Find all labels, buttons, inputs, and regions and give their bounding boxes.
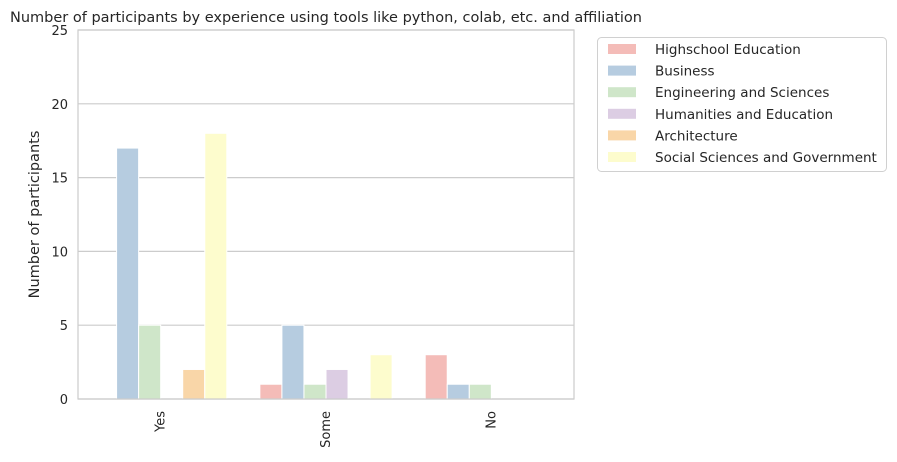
legend-label: Engineering and Sciences	[655, 85, 829, 101]
bar	[182, 368, 206, 400]
legend-swatch	[608, 152, 636, 162]
plot-area	[77, 29, 575, 400]
legend-label: Humanities and Education	[655, 107, 833, 123]
bar	[424, 354, 448, 400]
plot-frame	[77, 29, 575, 400]
chart-title: Number of participants by experience usi…	[10, 10, 642, 26]
legend-label: Architecture	[655, 128, 738, 144]
legend-swatch	[608, 44, 636, 54]
legend-swatch	[608, 108, 636, 119]
y-tick-label: 15	[51, 172, 68, 187]
y-tick-labels: 0 5 10 15 20 25	[51, 24, 68, 408]
bar	[468, 383, 492, 400]
y-axis-label: Number of participants	[27, 131, 43, 299]
legend-box	[597, 37, 887, 172]
y-tick-label: 25	[51, 24, 68, 39]
bars	[116, 132, 492, 400]
legend-label: Social Sciences and Government	[655, 150, 877, 166]
legend-swatch	[608, 130, 636, 141]
bar	[204, 132, 228, 400]
bar	[303, 383, 327, 400]
legend: Highschool Education Business Engineering …	[597, 37, 887, 172]
bar	[325, 368, 349, 400]
x-tick-label: Yes	[154, 411, 169, 433]
legend-swatch	[608, 65, 636, 76]
y-tick-label: 10	[51, 245, 68, 260]
legend-swatch	[608, 87, 636, 98]
y-tick-label: 5	[60, 319, 68, 334]
bar	[138, 324, 162, 400]
bar	[116, 147, 140, 400]
x-tick-labels: Yes Some No	[154, 411, 500, 448]
bar	[446, 383, 470, 400]
x-tick-label: Some	[319, 411, 334, 448]
y-tick-label: 0	[60, 393, 68, 408]
bar	[369, 354, 393, 400]
y-tick-label: 20	[51, 98, 68, 113]
bar	[259, 383, 283, 400]
bar	[281, 324, 305, 400]
legend-label: Highschool Education	[655, 42, 801, 58]
x-tick-label: No	[484, 411, 499, 429]
legend-label: Business	[655, 64, 715, 80]
